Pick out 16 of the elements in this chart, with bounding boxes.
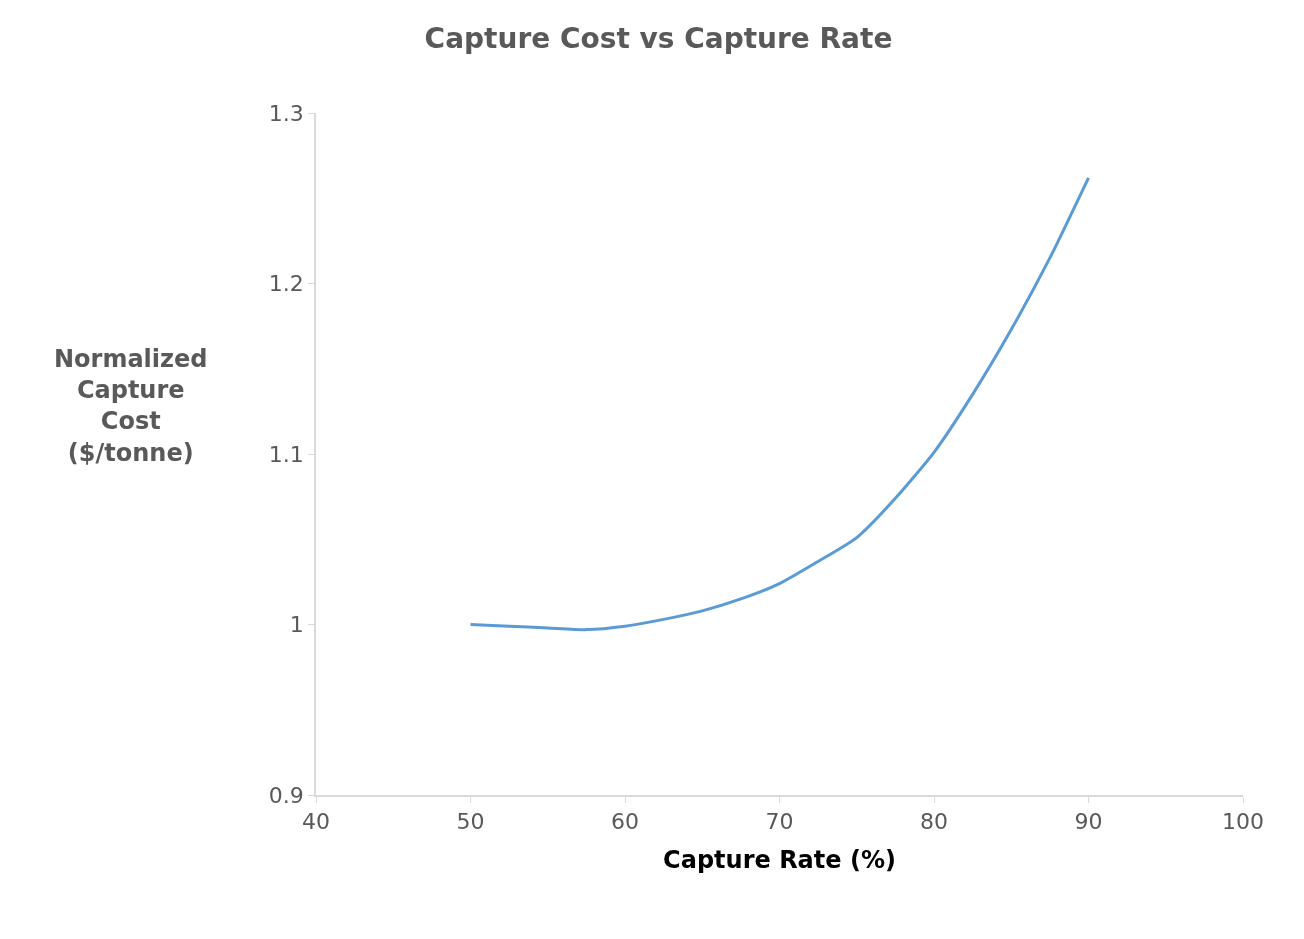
x-axis-title: Capture Rate (%): [663, 845, 896, 874]
y-tick-label: 1: [289, 612, 304, 638]
x-tick-label: 80: [920, 809, 948, 835]
x-tick-label: 90: [1074, 809, 1103, 835]
y-tick-label: 0.9: [268, 782, 304, 808]
x-tick-label: 50: [456, 809, 485, 835]
y-axis-title: Normalized Capture Cost ($/tonne): [54, 345, 208, 467]
x-tick-label: 40: [302, 809, 330, 835]
y-tick-label: 1.1: [268, 441, 304, 467]
x-tick-label: 60: [611, 809, 639, 835]
x-tick-label: 70: [765, 809, 794, 835]
x-tick-label: 100: [1222, 809, 1264, 835]
chart-title: Capture Cost vs Capture Rate: [424, 21, 893, 55]
y-tick-label: 1.3: [268, 100, 304, 126]
line-series: [469, 176, 1090, 632]
y-tick-label: 1.2: [268, 271, 304, 297]
